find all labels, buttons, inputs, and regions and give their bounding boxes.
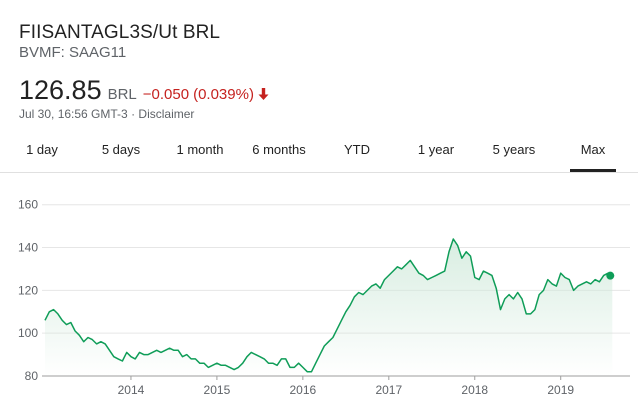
price-change: −0.050 bbox=[142, 86, 190, 103]
tabs-divider bbox=[0, 172, 638, 173]
quote-meta: Jul 30, 16:56 GMT-3 · Disclaimer bbox=[19, 107, 194, 121]
tab-1-year[interactable]: 1 year bbox=[417, 142, 455, 157]
y-tick-label: 160 bbox=[18, 198, 38, 212]
last-price-marker bbox=[606, 271, 615, 280]
x-tick-label: 2019 bbox=[547, 383, 574, 397]
arrow-down-icon bbox=[258, 87, 269, 100]
y-tick-label: 120 bbox=[18, 283, 38, 297]
security-title: FIISANTAGL3S/Ut BRL bbox=[19, 22, 221, 43]
ticker-symbol: BVMF: SAAG11 bbox=[19, 44, 127, 61]
meta-separator: · bbox=[131, 107, 136, 121]
tab-max[interactable]: Max bbox=[570, 132, 616, 172]
price-currency: BRL bbox=[107, 86, 137, 103]
x-tick-label: 2014 bbox=[118, 383, 145, 397]
disclaimer-link[interactable]: Disclaimer bbox=[138, 107, 195, 121]
price-row: 126.85 BRL −0.050 (0.039%) bbox=[19, 76, 269, 104]
price-chart: 80 100 120 140 160 2014 2015 2016 2017 2018 2019 bbox=[18, 198, 630, 397]
x-tick-label: 2016 bbox=[290, 383, 317, 397]
quote-timestamp: Jul 30, 16:56 GMT-3 bbox=[19, 107, 128, 121]
series-area bbox=[45, 239, 613, 376]
range-tabs: 1 day 5 days 1 month 6 months YTD 1 year… bbox=[0, 132, 638, 172]
y-tick-label: 100 bbox=[18, 326, 38, 340]
tab-5-years[interactable]: 5 years bbox=[492, 142, 536, 157]
x-tick-label: 2018 bbox=[461, 383, 488, 397]
quote-header: FIISANTAGL3S/Ut BRL BVMF: SAAG11 bbox=[19, 22, 220, 62]
series-line bbox=[44, 238, 613, 373]
tab-ytd[interactable]: YTD bbox=[344, 142, 370, 157]
x-tick-label: 2015 bbox=[204, 383, 231, 397]
price-change-percent: (0.039%) bbox=[193, 86, 254, 103]
current-price: 126.85 bbox=[19, 75, 102, 105]
tab-6-months[interactable]: 6 months bbox=[252, 142, 306, 157]
tab-5-days[interactable]: 5 days bbox=[101, 142, 141, 157]
x-tick-label: 2017 bbox=[375, 383, 402, 397]
y-tick-label: 80 bbox=[25, 369, 39, 383]
tab-1-month[interactable]: 1 month bbox=[176, 142, 224, 157]
tab-1-day[interactable]: 1 day bbox=[26, 142, 58, 157]
y-tick-label: 140 bbox=[18, 241, 38, 255]
